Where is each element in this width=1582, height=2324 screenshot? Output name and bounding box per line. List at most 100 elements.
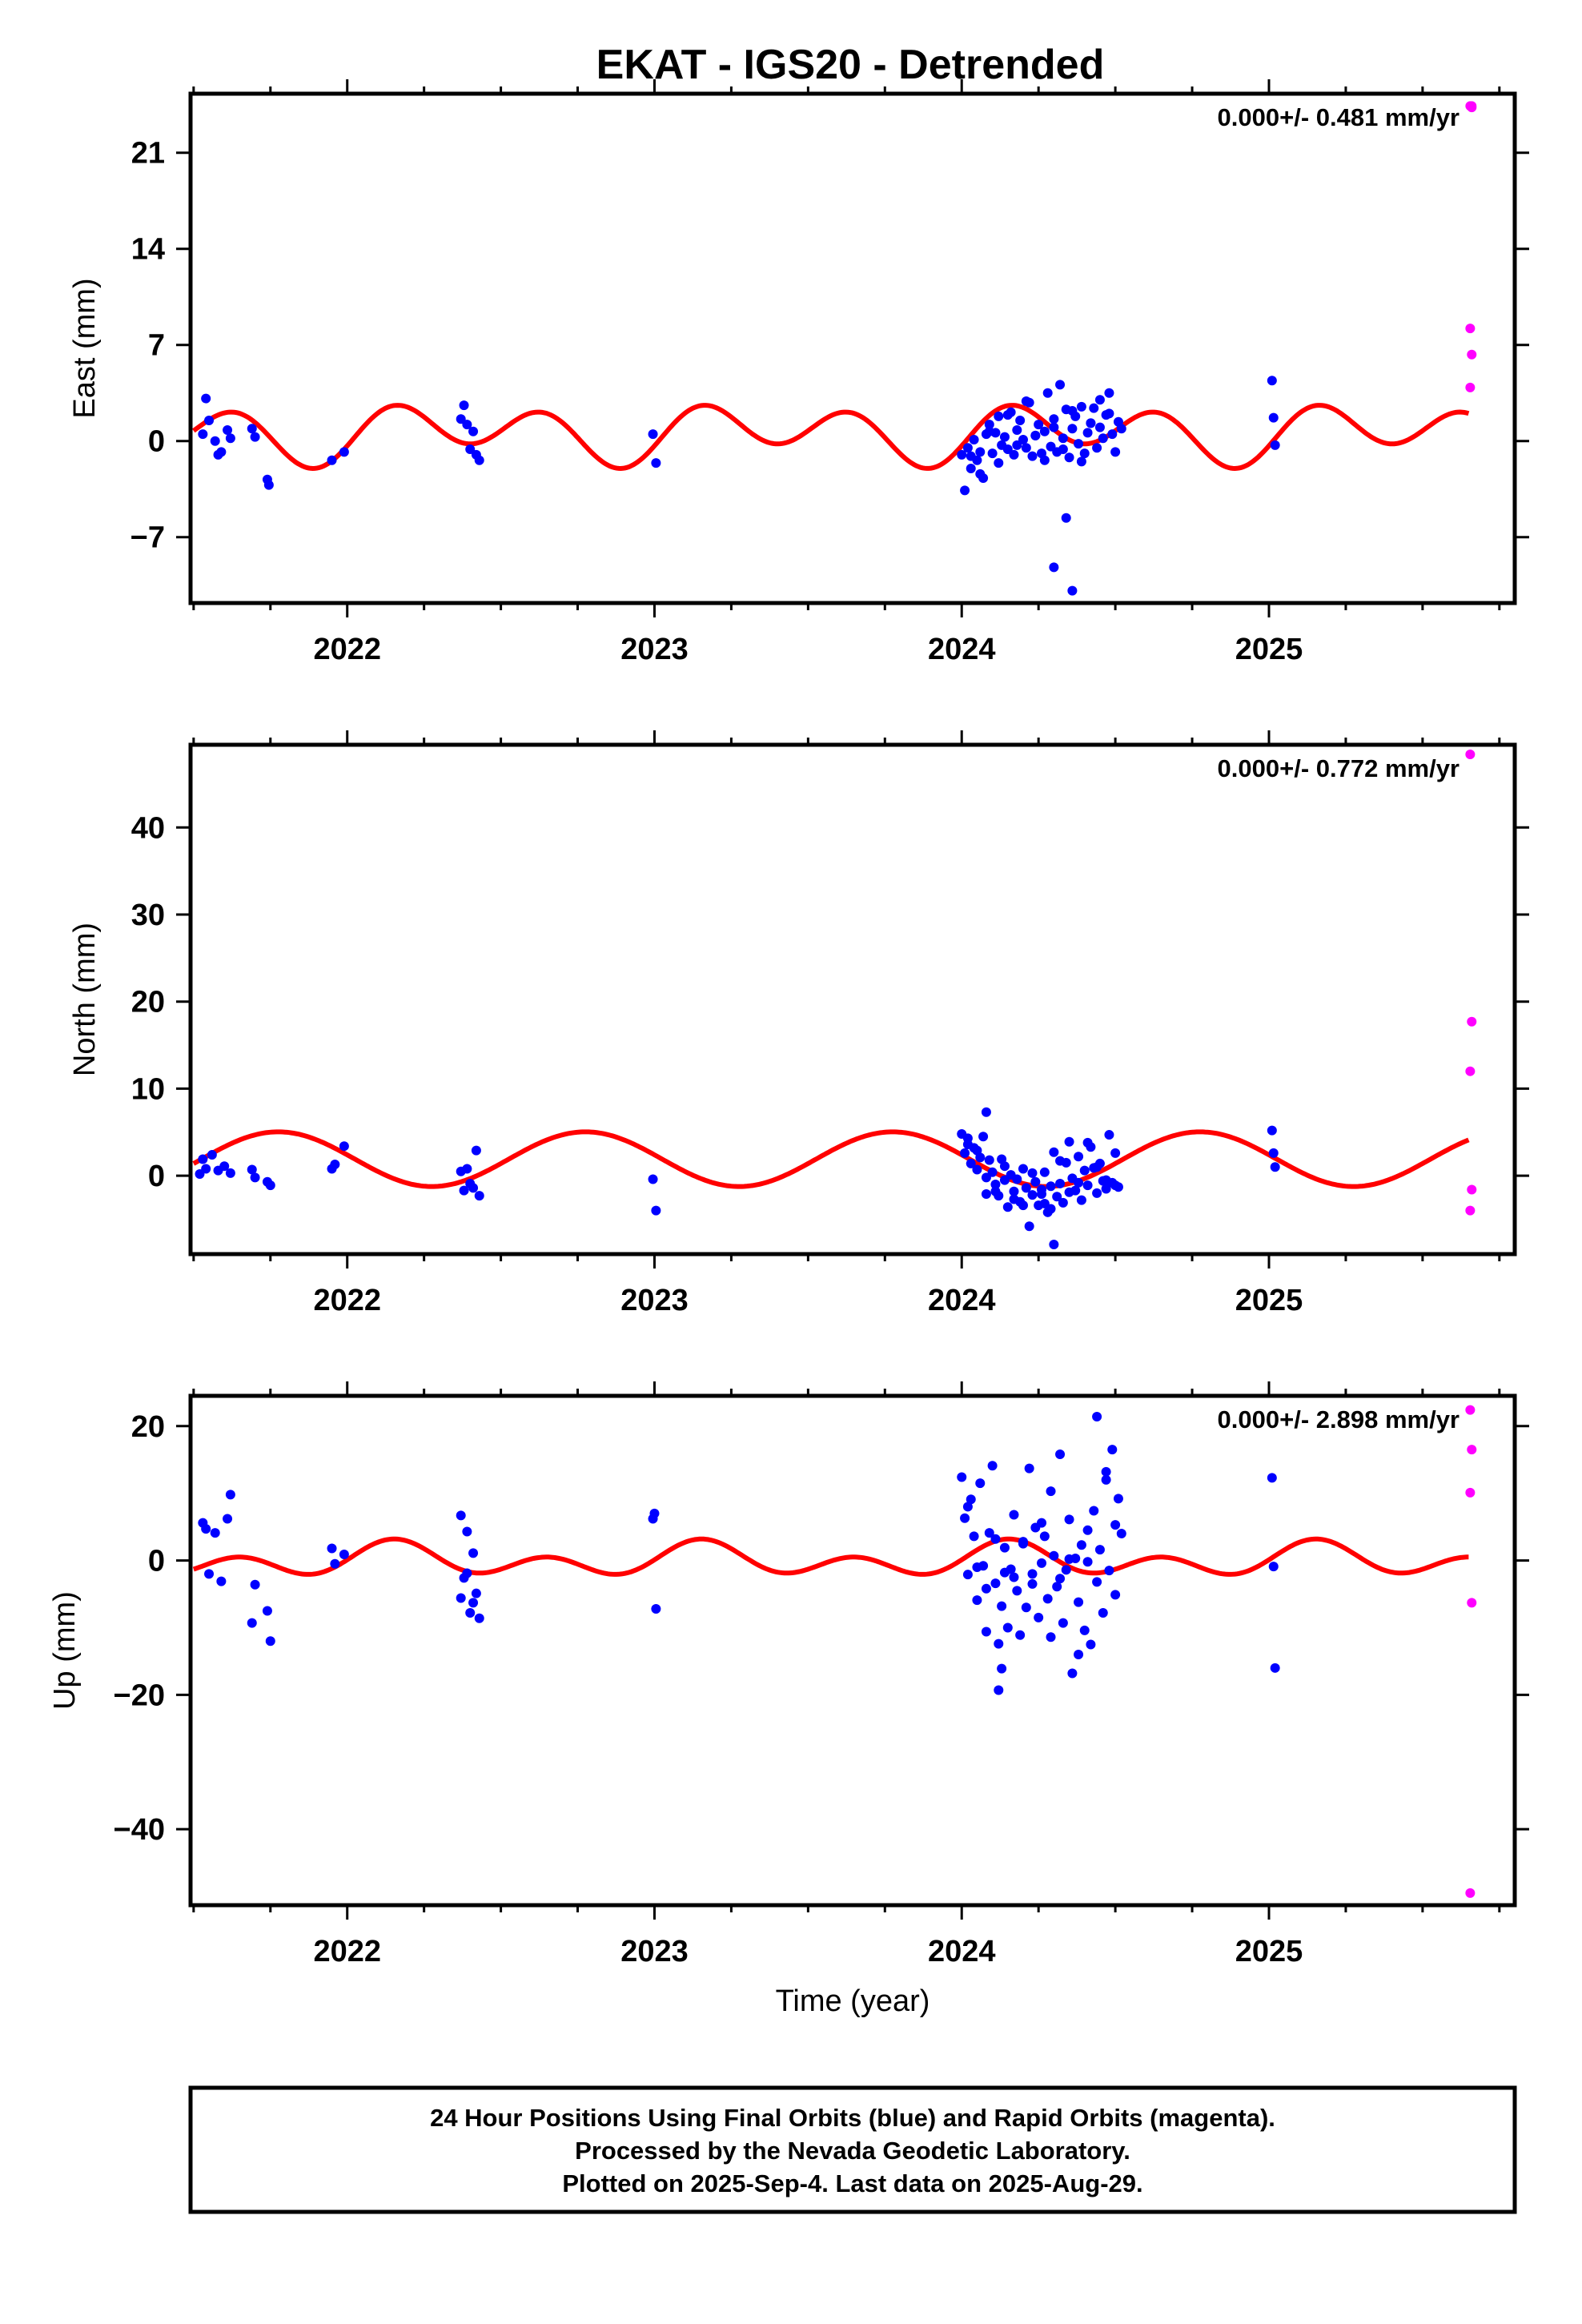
east-final-point: [966, 464, 976, 473]
east-final-point: [1064, 452, 1074, 463]
up-final-point: [1074, 1597, 1084, 1607]
north-final-point: [984, 1155, 994, 1165]
east-final-point: [204, 416, 215, 425]
up-final-point: [1042, 1594, 1053, 1604]
east-final-point: [999, 432, 1010, 442]
east-rapid-point: [1465, 382, 1476, 392]
east-final-point: [1268, 412, 1279, 423]
up-final-point: [649, 1508, 660, 1518]
east-final-point: [468, 426, 479, 436]
up-final-point: [1268, 1562, 1279, 1572]
north-rapid-point: [1467, 1184, 1477, 1195]
east-final-point: [1267, 376, 1277, 386]
up-final-point: [1027, 1569, 1038, 1579]
north-final-point: [1039, 1167, 1050, 1177]
east-final-point: [987, 448, 998, 459]
east-final-point: [1098, 433, 1108, 444]
east-final-point: [962, 443, 973, 453]
up-final-point: [1046, 1486, 1056, 1497]
north-x-tick-label: 2023: [620, 1284, 689, 1317]
up-final-point: [339, 1550, 349, 1560]
north-final-point: [1092, 1188, 1102, 1198]
north-final-point: [1079, 1165, 1090, 1176]
east-data-layer: [192, 101, 1477, 596]
east-final-point: [1074, 439, 1084, 449]
up-final-point: [1270, 1663, 1280, 1673]
up-final-point: [1101, 1466, 1111, 1477]
up-final-point: [957, 1472, 967, 1482]
up-final-point: [1082, 1525, 1093, 1535]
up-final-point: [990, 1578, 1001, 1589]
up-final-point: [969, 1531, 979, 1542]
east-final-point: [1076, 456, 1086, 467]
up-final-point: [972, 1562, 982, 1572]
north-final-point: [960, 1148, 970, 1158]
up-final-point: [1009, 1572, 1019, 1582]
east-final-point: [1012, 440, 1022, 450]
north-final-point: [1039, 1198, 1050, 1208]
east-panel: 2022 2023 2024 2025 −7 0 7 14 21 East (mm) 0.000+/…: [68, 79, 1529, 666]
east-final-point: [1116, 424, 1126, 434]
east-final-point: [1104, 408, 1114, 419]
up-final-point: [216, 1576, 227, 1586]
east-x-tick-label: 2024: [928, 633, 996, 666]
east-final-point: [1067, 424, 1078, 434]
north-final-point: [1076, 1195, 1086, 1205]
east-final-point: [201, 393, 211, 404]
north-y-tick-label: 40: [131, 811, 165, 845]
east-final-point: [1049, 562, 1059, 573]
east-rapid-point: [1467, 349, 1477, 360]
up-final-point: [468, 1548, 479, 1558]
east-final-point: [966, 451, 976, 461]
east-y-tick-label: 7: [148, 329, 165, 363]
east-final-point: [339, 447, 349, 457]
north-final-point: [972, 1164, 982, 1175]
up-final-point: [201, 1524, 211, 1534]
up-final-point: [1046, 1632, 1056, 1642]
up-final-point: [1012, 1586, 1022, 1596]
east-final-point: [1049, 414, 1059, 424]
up-seasonal-model-line: [192, 1536, 1469, 1577]
up-final-point: [984, 1528, 994, 1538]
up-x-tick-label: 2025: [1235, 1935, 1303, 1968]
up-y-axis-label: Up (mm): [48, 1591, 82, 1710]
east-final-point: [1039, 455, 1050, 465]
north-final-point: [1018, 1164, 1028, 1174]
east-final-point: [1012, 425, 1022, 435]
up-final-point: [1089, 1506, 1099, 1516]
up-final-point: [972, 1595, 982, 1606]
up-final-point: [1002, 1622, 1013, 1633]
up-final-point: [1092, 1412, 1102, 1422]
up-final-point: [327, 1543, 337, 1554]
east-final-point: [474, 455, 484, 465]
north-final-point: [1046, 1181, 1056, 1192]
east-final-point: [247, 424, 257, 434]
up-final-point: [994, 1638, 1004, 1649]
north-final-point: [1037, 1188, 1047, 1199]
up-rapid-point: [1465, 1888, 1476, 1898]
up-final-point: [1113, 1494, 1123, 1504]
up-final-point: [994, 1685, 1004, 1695]
up-final-point: [1116, 1529, 1126, 1539]
up-final-point: [1052, 1582, 1062, 1592]
up-final-point: [999, 1542, 1010, 1553]
east-final-point: [1058, 433, 1068, 444]
north-final-point: [1110, 1148, 1121, 1158]
up-final-point: [1027, 1578, 1038, 1589]
east-final-point: [1021, 443, 1031, 453]
north-final-point: [1074, 1152, 1084, 1162]
east-final-point: [1092, 443, 1102, 453]
up-final-point: [966, 1494, 976, 1505]
up-final-point: [330, 1558, 340, 1569]
east-final-point: [465, 444, 476, 454]
east-final-point: [1061, 513, 1071, 523]
up-final-point: [1021, 1602, 1031, 1613]
north-final-point: [1002, 1202, 1013, 1212]
east-final-point: [1082, 428, 1093, 438]
north-data-layer: [192, 749, 1477, 1250]
east-final-point: [1067, 406, 1078, 416]
up-final-point: [262, 1606, 272, 1616]
up-final-point: [987, 1461, 998, 1471]
up-final-point: [204, 1569, 215, 1579]
